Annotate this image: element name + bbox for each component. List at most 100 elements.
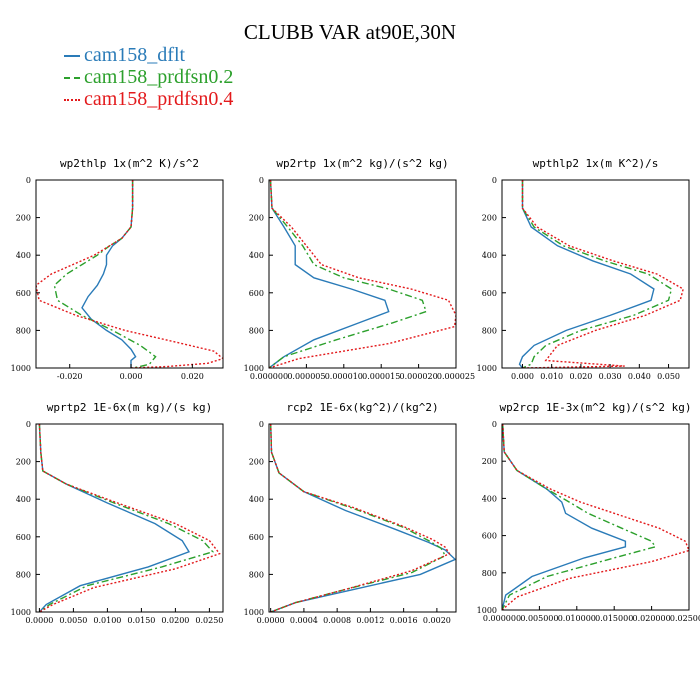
plot-frame — [35, 179, 224, 369]
y-tick-label: 200 — [249, 458, 264, 467]
figure-title: CLUBB VAR at90E,30N — [243, 20, 457, 44]
chart-panel-2: wp2rtp 1x(m^2 kg)/(s^2 kg) 0 200 400 600 800 1… — [244, 157, 475, 381]
y-tick-label: 600 — [482, 532, 497, 541]
y-tick-label: 0 — [492, 176, 497, 185]
y-tick-label: 800 — [249, 570, 264, 579]
x-tick-label: 0.010000 — [558, 614, 596, 623]
series-line-3 — [38, 424, 221, 612]
y-tick-label: 200 — [16, 458, 31, 467]
y-tick-label: 0 — [492, 420, 497, 429]
y-tick-label: 200 — [482, 457, 497, 466]
y-tick-label: 800 — [482, 569, 497, 578]
y-tick-label: 800 — [16, 570, 31, 579]
legend-label: cam158_prdfsn0.4 — [84, 88, 234, 110]
legend-label: cam158_prdfsn0.2 — [84, 66, 234, 88]
x-tick-label: 0.0016 — [390, 616, 418, 625]
y-tick-label: 800 — [482, 326, 497, 335]
legend-item-prdfsn04: cam158_prdfsn0.4 — [64, 88, 233, 110]
y-tick-label: 0 — [26, 176, 31, 185]
x-tick-label: 0.0020 — [423, 616, 451, 625]
y-tick-label: 0 — [26, 420, 31, 429]
plot-frame — [268, 179, 457, 369]
chart-panel-1: wp2thlp 1x(m^2 K)/s^2 0 200 400 600 800 1000 -0… — [11, 157, 224, 381]
series-line-1 — [269, 180, 390, 368]
x-tick-label: 0.000 — [511, 372, 534, 381]
series-line-3 — [502, 424, 689, 610]
panel-title: wp2rtp 1x(m^2 kg)/(s^2 kg) — [276, 157, 448, 170]
y-tick-label: 600 — [16, 533, 31, 542]
x-tick-label: -0.020 — [57, 372, 83, 381]
legend: cam158_dflt cam158_prdfsn0.2 cam158_prdf… — [64, 44, 233, 110]
x-tick-label: 0.040 — [628, 372, 651, 381]
series-line-2 — [502, 424, 657, 610]
series-line-1 — [502, 424, 627, 610]
x-tick-label: 0.000000 — [250, 372, 288, 381]
y-tick-label: 400 — [249, 495, 264, 504]
series-line-2 — [38, 424, 215, 612]
x-tick-label: 0.0250 — [195, 616, 223, 625]
plot-frame — [501, 423, 690, 611]
series-line-3 — [36, 180, 223, 368]
series-line-2 — [53, 180, 157, 368]
panel-title: rcp2 1E-6x(kg^2)/(kg^2) — [286, 401, 438, 414]
y-tick-label: 200 — [16, 214, 31, 223]
y-tick-label: 400 — [482, 494, 497, 503]
x-tick-label: 0.000010 — [325, 372, 363, 381]
y-tick-label: 400 — [16, 495, 31, 504]
y-tick-label: 200 — [249, 214, 264, 223]
x-tick-label: 0.0100 — [93, 616, 121, 625]
chart-panel-4: wprtp2 1E-6x(m kg)/(s kg) 0 200 400 600 800 10… — [11, 401, 224, 625]
x-tick-label: 0.0008 — [323, 616, 351, 625]
chart-panel-3: wpthlp2 1x(m K^2)/s 0 200 400 600 800 1000 0.00… — [477, 157, 690, 381]
chart-panel-5: rcp2 1E-6x(kg^2)/(kg^2) 0 200 400 600 800 1000… — [244, 401, 457, 625]
x-tick-label: 0.020000 — [633, 614, 671, 623]
x-tick-label: 0.000 — [120, 372, 143, 381]
x-tick-label: 0.0000 — [25, 616, 53, 625]
y-tick-label: 400 — [249, 251, 264, 260]
legend-swatch — [64, 99, 80, 101]
x-tick-label: 0.000020 — [400, 372, 438, 381]
y-tick-label: 0 — [259, 420, 264, 429]
y-tick-label: 200 — [482, 214, 497, 223]
y-tick-label: 400 — [482, 251, 497, 260]
legend-item-dflt: cam158_dflt — [64, 44, 233, 66]
panel-title: wp2thlp 1x(m^2 K)/s^2 — [60, 157, 199, 170]
y-tick-label: 400 — [16, 251, 31, 260]
x-tick-label: 0.010 — [540, 372, 563, 381]
series-line-2 — [269, 180, 427, 368]
x-tick-label: 0.030 — [599, 372, 622, 381]
x-tick-label: 0.0000 — [257, 616, 285, 625]
x-tick-label: 0.0150 — [127, 616, 155, 625]
series-line-1 — [81, 180, 137, 368]
y-tick-label: 600 — [482, 289, 497, 298]
x-tick-label: 0.015000 — [595, 614, 633, 623]
series-line-3 — [521, 180, 685, 368]
x-tick-label: 0.025000 — [670, 614, 700, 623]
y-tick-label: 1000 — [11, 364, 31, 373]
y-tick-label: 600 — [16, 289, 31, 298]
y-tick-label: 600 — [249, 289, 264, 298]
x-tick-label: 0.000000 — [483, 614, 521, 623]
legend-label: cam158_dflt — [84, 44, 186, 66]
y-tick-label: 0 — [259, 176, 264, 185]
series-line-1 — [38, 424, 191, 612]
panel-title: wpthlp2 1x(m K^2)/s — [533, 157, 659, 170]
y-tick-label: 600 — [249, 533, 264, 542]
panel-title: wp2rcp 1E-3x(m^2 kg)/(s^2 kg) — [499, 401, 691, 414]
x-tick-label: 0.000005 — [287, 372, 325, 381]
series-line-3 — [270, 424, 451, 612]
x-tick-label: 0.020 — [569, 372, 592, 381]
series-line-2 — [521, 180, 673, 368]
x-tick-label: 0.000025 — [437, 372, 475, 381]
legend-item-prdfsn02: cam158_prdfsn0.2 — [64, 66, 233, 88]
y-tick-label: 1000 — [11, 608, 31, 617]
legend-swatch — [64, 77, 80, 79]
legend-swatch — [64, 55, 80, 57]
y-tick-label: 1000 — [244, 608, 264, 617]
series-line-1 — [518, 180, 655, 368]
x-tick-label: 0.0200 — [161, 616, 189, 625]
x-tick-label: 0.0050 — [59, 616, 87, 625]
y-tick-label: 1000 — [477, 606, 497, 615]
series-line-2 — [270, 424, 447, 612]
